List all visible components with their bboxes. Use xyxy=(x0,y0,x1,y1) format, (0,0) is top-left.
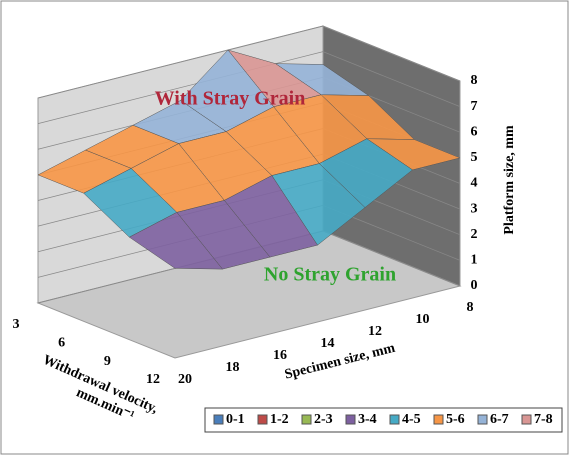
legend-label: 6-7 xyxy=(490,412,509,427)
velocity-tick-label: 6 xyxy=(58,336,65,351)
z-tick-label: 5 xyxy=(471,150,478,165)
z-tick-label: 0 xyxy=(471,278,478,293)
legend-label: 4-5 xyxy=(402,412,421,427)
z-tick-label: 7 xyxy=(471,99,478,114)
size-tick-label: 12 xyxy=(368,324,382,339)
surface-cell xyxy=(128,212,224,270)
annotation: With Stray Grain xyxy=(155,88,306,110)
legend-label: 2-3 xyxy=(314,412,333,427)
velocity-tick-label: 12 xyxy=(146,372,160,387)
z-tick-label: 2 xyxy=(471,227,478,242)
z-axis-label: Platform size, mm xyxy=(502,125,517,235)
z-tick-label: 4 xyxy=(471,176,478,191)
size-tick-label: 8 xyxy=(467,300,474,315)
legend-label: 3-4 xyxy=(358,412,377,427)
z-tick-label: 6 xyxy=(471,124,478,139)
size-tick-label: 16 xyxy=(273,348,287,363)
legend-swatch xyxy=(301,414,312,425)
legend-label: 0-1 xyxy=(226,412,245,427)
z-tick-label: 8 xyxy=(471,73,478,88)
legend-swatch xyxy=(345,414,356,425)
legend-swatch xyxy=(389,414,400,425)
legend-swatch xyxy=(257,414,268,425)
size-tick-label: 18 xyxy=(226,360,240,375)
size-tick-label: 14 xyxy=(321,336,335,351)
z-tick-label: 3 xyxy=(471,201,478,216)
legend-swatch xyxy=(213,414,224,425)
annotation: No Stray Grain xyxy=(264,264,396,286)
grid-line xyxy=(37,51,461,124)
grid-line xyxy=(37,25,461,99)
legend-swatch xyxy=(433,414,444,425)
legend-label: 5-6 xyxy=(446,412,465,427)
z-tick-label: 1 xyxy=(471,253,478,268)
velocity-tick-label: 3 xyxy=(13,317,20,332)
legend-swatch xyxy=(521,414,532,425)
size-tick-label: 10 xyxy=(416,312,430,327)
size-tick-label: 20 xyxy=(178,372,192,387)
legend-label: 7-8 xyxy=(534,412,553,427)
legend-label: 1-2 xyxy=(270,412,289,427)
legend-swatch xyxy=(477,414,488,425)
velocity-tick-label: 9 xyxy=(104,354,111,369)
